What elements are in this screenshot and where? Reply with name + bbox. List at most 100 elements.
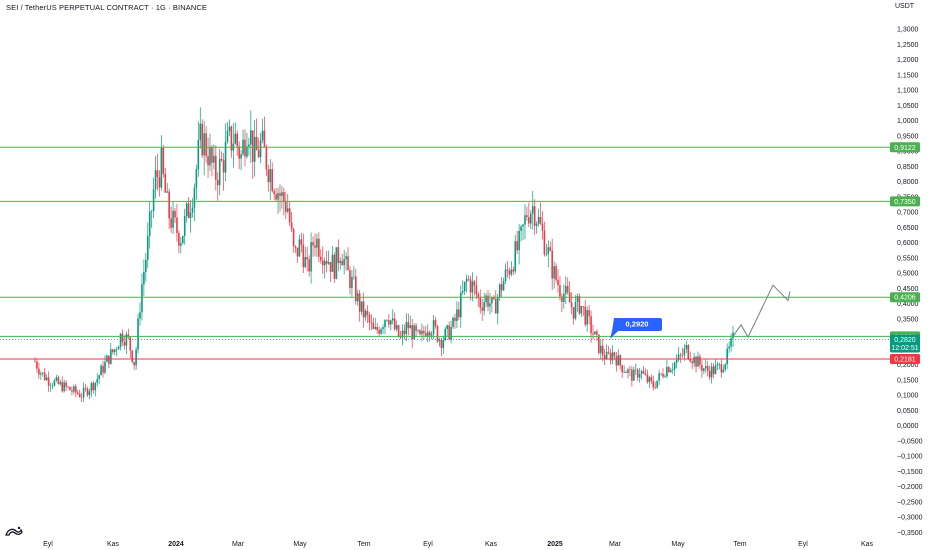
candle <box>446 324 448 337</box>
candle <box>706 361 709 377</box>
candle <box>275 188 277 202</box>
candle <box>644 368 647 376</box>
candle <box>566 277 569 295</box>
candle <box>386 319 388 322</box>
projection-path <box>732 284 791 339</box>
x-tick-label: Kas <box>107 541 120 548</box>
y-tick-label: 0,5500 <box>897 255 919 262</box>
x-tick-label: Eyl <box>43 541 53 548</box>
candle <box>84 384 87 392</box>
candle <box>693 353 695 368</box>
candle <box>631 366 633 387</box>
y-tick-label: 1,2500 <box>897 42 919 49</box>
candle <box>708 365 711 381</box>
candle <box>504 263 507 285</box>
candle <box>279 184 281 212</box>
candle <box>166 182 169 194</box>
candle <box>648 376 651 388</box>
candle <box>213 144 215 170</box>
candle <box>512 266 515 276</box>
candle <box>176 203 178 242</box>
candle <box>662 368 664 379</box>
candle <box>374 317 377 330</box>
candle <box>218 148 221 196</box>
candle <box>321 246 324 275</box>
candle <box>691 359 693 370</box>
candle <box>576 293 579 312</box>
candle <box>347 247 349 271</box>
level-price-tag <box>890 142 920 153</box>
candle <box>634 363 637 375</box>
candle <box>36 358 38 373</box>
candle <box>145 253 147 282</box>
candle <box>131 349 134 364</box>
countdown-label: 12:02:51 <box>891 345 918 352</box>
candle <box>397 324 400 338</box>
x-tick-label: Eyl <box>798 541 808 548</box>
candle <box>458 301 460 321</box>
candle <box>483 293 485 316</box>
candle <box>658 369 660 386</box>
candle <box>296 247 299 263</box>
candle <box>633 366 635 381</box>
candle <box>240 149 242 171</box>
candle <box>399 330 402 340</box>
candle <box>440 337 443 357</box>
candle <box>337 239 340 272</box>
candle <box>508 267 511 280</box>
candle <box>34 357 36 363</box>
candle <box>41 372 44 377</box>
candle <box>100 363 102 376</box>
candle <box>318 232 320 263</box>
candle <box>436 324 439 344</box>
candle <box>574 295 577 321</box>
candle <box>479 289 482 314</box>
level-price-label: 0,4206 <box>894 295 916 302</box>
callout-label: 0,2920 <box>626 320 649 329</box>
candle <box>683 344 686 361</box>
candle <box>442 336 445 354</box>
candle <box>524 203 526 240</box>
candle <box>257 137 260 159</box>
candle <box>88 388 91 400</box>
candle <box>613 351 616 360</box>
candle <box>312 236 314 257</box>
candle <box>380 327 382 336</box>
candle <box>586 306 588 332</box>
candle <box>570 292 573 315</box>
candle <box>473 279 476 296</box>
candle <box>660 373 662 376</box>
candle <box>205 126 207 163</box>
candle <box>152 177 155 218</box>
candle <box>327 250 330 266</box>
candle <box>178 230 180 254</box>
candle <box>49 382 52 392</box>
candle <box>487 290 489 312</box>
level-price-label: 0,9122 <box>894 145 916 152</box>
level-price-label: 0,7350 <box>894 199 916 206</box>
candle <box>701 359 703 378</box>
candle <box>638 368 641 383</box>
candle <box>539 202 542 226</box>
candle <box>388 314 390 328</box>
candle <box>403 324 406 340</box>
candle <box>193 183 196 222</box>
candle <box>720 358 723 378</box>
candle <box>366 305 369 324</box>
candle <box>384 319 386 335</box>
candle <box>695 355 697 373</box>
candle <box>236 130 239 157</box>
candle <box>335 247 338 280</box>
candle <box>475 276 478 299</box>
candle <box>310 232 312 284</box>
tradingview-logo-icon[interactable] <box>4 524 24 538</box>
candle <box>57 375 60 385</box>
candle <box>343 249 345 275</box>
candle <box>197 121 200 177</box>
candle <box>333 252 336 283</box>
candle <box>288 201 291 226</box>
candle <box>528 202 530 228</box>
candle <box>590 310 592 343</box>
y-tick-label: 0,0500 <box>897 408 919 415</box>
